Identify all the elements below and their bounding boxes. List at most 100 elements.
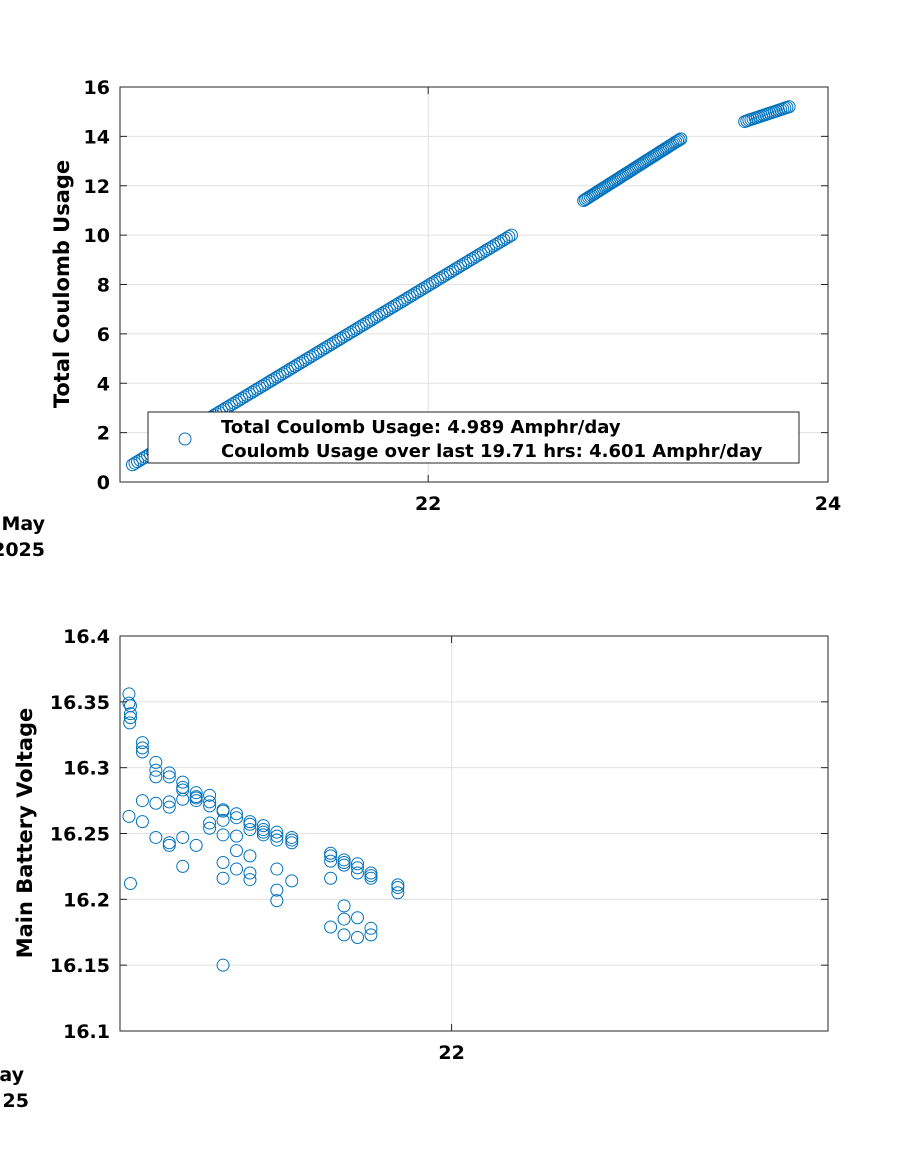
data-point [176, 783, 190, 797]
coulomb-legend-line-2: Coulomb Usage over last 19.71 hrs: 4.601… [221, 441, 763, 462]
data-point [216, 958, 230, 972]
y-tick-label: 8 [97, 275, 110, 297]
voltage-ticks: 16.1 16.15 16.2 16.25 16.3 16.35 16.4 22 [50, 626, 828, 1064]
data-point [243, 815, 257, 829]
data-point [672, 133, 686, 147]
data-point [243, 849, 257, 863]
data-point [189, 794, 203, 808]
data-point [364, 921, 378, 935]
y-tick-label: 16.35 [50, 692, 110, 714]
data-point [203, 816, 217, 830]
data-point [135, 815, 149, 829]
data-point [149, 796, 163, 810]
data-point [391, 878, 405, 892]
data-point [203, 788, 217, 802]
voltage-grid [120, 636, 828, 1031]
y-tick-label: 0 [97, 472, 110, 494]
coulomb-legend-marker [178, 432, 192, 446]
data-point [135, 741, 149, 755]
data-point [162, 800, 176, 814]
data-point [364, 866, 378, 880]
data-point [203, 795, 217, 809]
voltage-y-axis-label: Main Battery Voltage [13, 708, 37, 959]
y-tick-label: 16.2 [63, 889, 110, 911]
voltage-date-label-year: 25 [3, 1090, 29, 1112]
data-point [285, 836, 299, 850]
data-point [230, 811, 244, 825]
data-point [270, 862, 284, 876]
voltage-date-label-month: ay [0, 1064, 25, 1086]
data-point [270, 829, 284, 843]
data-point [337, 928, 351, 942]
data-point [270, 825, 284, 839]
y-tick-label: 12 [84, 176, 110, 198]
coulomb-date-label-year: 2025 [0, 539, 45, 561]
data-point [123, 877, 137, 891]
data-point [176, 775, 190, 789]
data-point [203, 821, 217, 835]
data-point [149, 755, 163, 769]
y-tick-label: 16.1 [63, 1021, 110, 1043]
data-point [243, 823, 257, 837]
data-point [364, 871, 378, 885]
coulomb-legend-box [147, 411, 800, 464]
data-point [337, 858, 351, 872]
data-point [162, 766, 176, 780]
data-point [162, 770, 176, 784]
data-point [176, 830, 190, 844]
voltage-points [122, 687, 405, 972]
data-point [337, 899, 351, 913]
data-point [149, 830, 163, 844]
data-point [230, 807, 244, 821]
data-point [285, 833, 299, 847]
data-point [256, 823, 270, 837]
data-point [337, 855, 351, 869]
data-point [203, 799, 217, 813]
data-point [122, 696, 136, 710]
data-point [337, 912, 351, 926]
data-point [674, 132, 688, 146]
data-point [504, 228, 518, 242]
data-point [391, 880, 405, 894]
data-point [256, 828, 270, 842]
data-point [243, 817, 257, 831]
data-point [350, 931, 364, 945]
data-point [216, 813, 230, 827]
data-point [270, 833, 284, 847]
y-tick-label: 16.25 [50, 824, 110, 846]
data-point [216, 804, 230, 818]
data-point [230, 862, 244, 876]
y-tick-label: 16.3 [63, 758, 110, 780]
y-tick-label: 4 [97, 373, 110, 395]
data-point [149, 763, 163, 777]
y-tick-label: 10 [84, 225, 110, 247]
data-point [782, 100, 796, 114]
data-point [324, 871, 338, 885]
data-point [502, 230, 516, 244]
x-tick-label: 22 [415, 493, 441, 515]
y-tick-label: 2 [97, 423, 110, 445]
data-point [216, 871, 230, 885]
coulomb-date-label-month: May [1, 513, 45, 535]
y-tick-label: 16.4 [63, 626, 110, 648]
data-point [337, 853, 351, 867]
x-tick-label: 24 [815, 493, 841, 515]
data-point [135, 736, 149, 750]
data-point [189, 791, 203, 805]
data-point [162, 838, 176, 852]
x-tick-label: 22 [438, 1042, 464, 1064]
data-point [122, 809, 136, 823]
data-point [324, 846, 338, 860]
data-point [324, 920, 338, 934]
data-point [270, 883, 284, 897]
data-point [135, 745, 149, 759]
data-point [350, 861, 364, 875]
data-point [135, 794, 149, 808]
data-point [350, 911, 364, 925]
coulomb-y-axis-label: Total Coulomb Usage [50, 160, 74, 408]
data-point [123, 711, 137, 725]
data-point [324, 854, 338, 868]
